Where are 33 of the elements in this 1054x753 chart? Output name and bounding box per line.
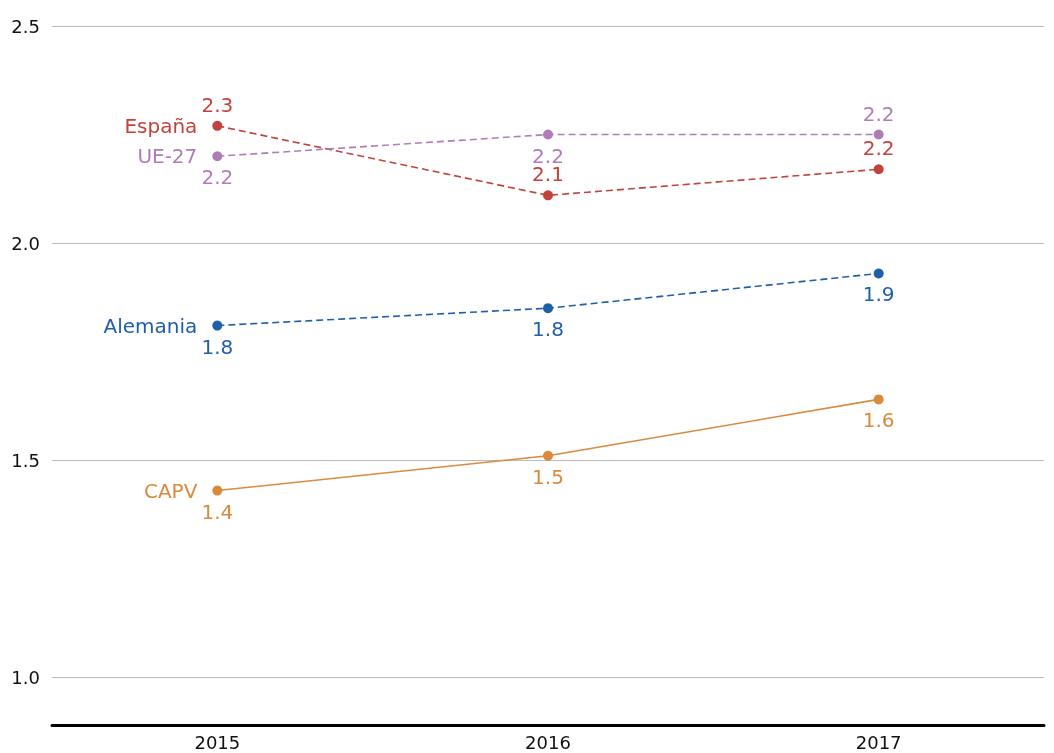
point [543,129,553,140]
data-label: 2.2 [201,165,234,190]
series-label: UE-27 [137,144,198,169]
point [873,164,884,175]
data-label: 1.6 [862,408,895,433]
point [873,394,884,405]
point [873,129,884,140]
x-tick-label: 2016 [525,731,571,753]
y-tick-label: 1.0 [11,666,40,688]
point [543,190,553,201]
y-tick-label: 1.5 [11,449,40,471]
data-label: 1.8 [201,334,234,359]
data-label: 2.3 [201,92,234,117]
data-label: 1.8 [532,317,564,342]
data-label: 1.9 [862,282,895,307]
y-tick-label: 2.0 [11,232,40,254]
point [543,303,553,314]
x-tick-label: 2015 [194,731,241,753]
point [873,268,884,279]
data-label: 1.5 [532,464,564,489]
x-tick-label: 2017 [855,731,902,753]
point [212,485,223,496]
data-label: 2.2 [862,101,895,126]
point [212,151,223,162]
point [212,320,223,331]
series-label: España [124,113,198,138]
point [543,450,553,461]
data-label: 2.2 [862,136,895,161]
y-tick-label: 2.5 [11,15,40,37]
series-label: CAPV [143,478,198,503]
point [212,120,223,131]
series-label: Alemania [103,313,198,338]
data-label: 1.4 [201,499,234,524]
